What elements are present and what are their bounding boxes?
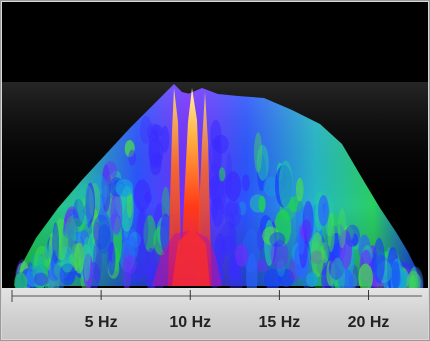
surface-bump bbox=[254, 132, 263, 173]
surface-bump bbox=[278, 160, 293, 209]
surface-bump bbox=[318, 195, 329, 227]
surface-bump bbox=[246, 253, 258, 288]
surface-bump bbox=[214, 233, 226, 266]
surface-bump bbox=[256, 259, 268, 273]
surface-bump bbox=[126, 190, 133, 219]
surface-bump bbox=[327, 212, 335, 253]
surface-bump bbox=[62, 222, 78, 239]
surface-bump bbox=[115, 179, 134, 197]
axis-ticks: 5 Hz 10 Hz 15 Hz 20 Hz bbox=[11, 290, 390, 331]
surface-bump bbox=[72, 198, 85, 227]
surface-bump bbox=[124, 254, 137, 275]
surface-bump bbox=[256, 226, 265, 251]
surface-bump bbox=[270, 239, 289, 270]
surface-bump bbox=[101, 164, 111, 212]
surface-bump bbox=[339, 229, 352, 270]
surface-bump bbox=[97, 224, 112, 254]
surface-bump bbox=[74, 242, 85, 274]
surface-bump bbox=[33, 272, 48, 286]
surface-bump bbox=[256, 144, 269, 181]
surface-bump bbox=[358, 263, 373, 288]
surface-bump bbox=[213, 134, 229, 154]
surface-bump bbox=[310, 232, 324, 278]
surface-bump bbox=[406, 270, 421, 288]
surface-bump bbox=[278, 268, 295, 287]
surface-bump bbox=[124, 140, 135, 158]
peak-base-red bbox=[172, 228, 210, 286]
surface-bump bbox=[148, 128, 161, 169]
surface-bump bbox=[229, 259, 243, 288]
surface-bump bbox=[269, 232, 286, 248]
surface-bump bbox=[408, 267, 418, 288]
surface-bump bbox=[224, 199, 242, 229]
surface-bump bbox=[85, 182, 95, 224]
surface-bump bbox=[59, 263, 76, 286]
surface-bump bbox=[44, 245, 53, 259]
surface-bump bbox=[391, 261, 401, 288]
surface-bump bbox=[302, 200, 314, 243]
surface-bump bbox=[263, 268, 282, 288]
surface-bump bbox=[91, 209, 99, 247]
surface-bump bbox=[321, 242, 329, 264]
surface-bump bbox=[103, 161, 117, 182]
surface-bump bbox=[241, 174, 250, 192]
surface-bump bbox=[92, 239, 102, 284]
surface-bump bbox=[220, 221, 237, 255]
surface-bump bbox=[140, 115, 152, 144]
surface-bump bbox=[276, 259, 286, 277]
spectrum-waterfall-surface bbox=[2, 82, 428, 288]
surface-bump bbox=[306, 272, 318, 288]
surface-bump bbox=[328, 256, 344, 280]
surface-bump bbox=[71, 243, 81, 272]
frequency-axis-svg: 5 Hz 10 Hz 15 Hz 20 Hz bbox=[11, 290, 422, 331]
surface-bump bbox=[52, 222, 59, 265]
surface-bump bbox=[221, 235, 237, 258]
surface-bump bbox=[144, 191, 152, 205]
surface-bump bbox=[136, 207, 149, 252]
surface-bump bbox=[60, 246, 74, 273]
axis-tick-label: 20 Hz bbox=[348, 314, 390, 331]
surface-bump bbox=[145, 247, 157, 288]
surface-texture bbox=[14, 115, 424, 288]
surface-bump bbox=[218, 167, 226, 182]
surface-bump bbox=[161, 186, 170, 224]
surface-bump bbox=[128, 149, 137, 166]
surface-bump bbox=[258, 195, 266, 213]
surface-bump bbox=[222, 202, 240, 218]
surface-bump bbox=[238, 201, 247, 216]
surface-bump bbox=[337, 208, 347, 249]
surface-bump bbox=[48, 264, 65, 288]
surface-bump bbox=[296, 177, 304, 202]
surface-bump bbox=[209, 162, 220, 197]
surface-bump bbox=[14, 272, 28, 288]
surface-bump bbox=[65, 216, 76, 250]
surface-bump bbox=[262, 226, 280, 245]
surface-bump bbox=[225, 171, 242, 202]
surface-bump bbox=[390, 258, 404, 288]
plot-area bbox=[2, 2, 428, 288]
surface-bump bbox=[123, 235, 139, 262]
surface-bump bbox=[344, 224, 360, 248]
axis-tick-label: 15 Hz bbox=[258, 314, 300, 331]
surface-bump bbox=[160, 125, 170, 153]
surface-bump bbox=[330, 232, 342, 259]
frequency-axis: 5 Hz 10 Hz 15 Hz 20 Hz bbox=[2, 288, 428, 339]
surface-bump bbox=[228, 213, 236, 253]
surface-bump bbox=[77, 183, 94, 225]
surface-bump bbox=[91, 174, 108, 209]
surface-bump bbox=[211, 195, 224, 228]
surface-bump bbox=[92, 214, 111, 250]
surface-bump bbox=[83, 236, 91, 282]
surface-bump bbox=[93, 222, 101, 241]
axis-tick-label: 10 Hz bbox=[169, 314, 211, 331]
surface-bump bbox=[107, 241, 116, 276]
surface-bump bbox=[330, 257, 345, 288]
axis-tick-label: 5 Hz bbox=[85, 314, 118, 331]
surface-bump bbox=[110, 191, 123, 235]
surface-bump bbox=[235, 244, 248, 267]
surface-bump bbox=[143, 215, 157, 253]
surface-bump bbox=[373, 237, 385, 284]
